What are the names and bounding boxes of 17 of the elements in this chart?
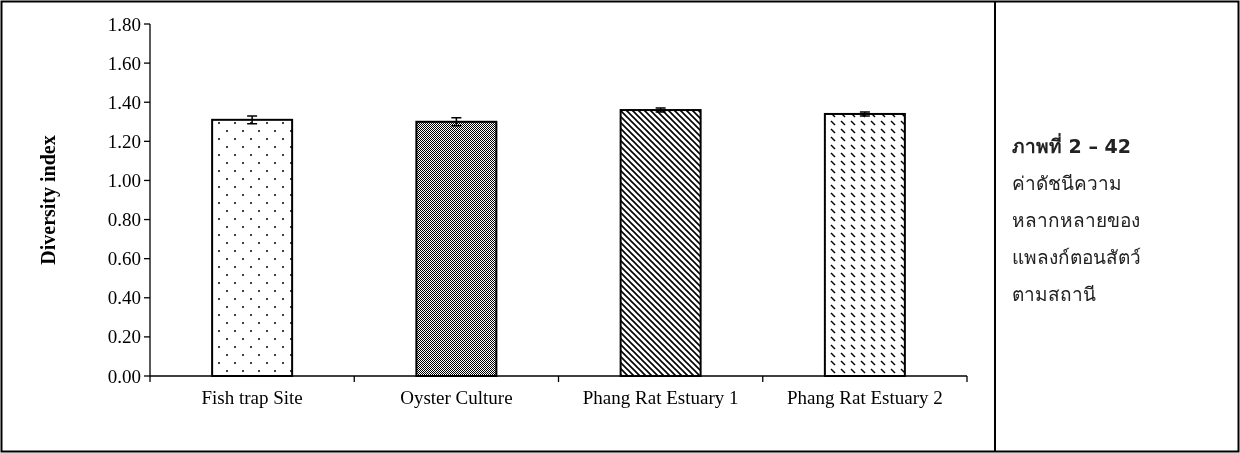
y-tick-label: 1.80: [107, 13, 141, 35]
y-tick-label: 1.40: [107, 91, 141, 113]
x-tick-label: Phang Rat Estuary 1: [582, 387, 739, 408]
text: ภาพที่ 2 – 42: [1012, 132, 1132, 159]
text: ค่าดัชนีความหลากหลายของแพลงก์ตอนสัตว์ตามสถานี: [1012, 171, 1142, 307]
y-tick-label: 0.40: [107, 287, 141, 309]
y-tick-label: 1.00: [107, 169, 141, 191]
x-tick-label: Oyster Culture: [400, 387, 513, 408]
y-tick-label: 0.20: [107, 326, 141, 348]
y-tick-label: 1.20: [107, 130, 141, 152]
x-tick-label: Phang Rat Estuary 2: [787, 387, 943, 408]
x-tick-label: Fish trap Site: [201, 387, 303, 408]
y-tick-label: 0.60: [107, 248, 141, 270]
y-tick-label: 0.80: [107, 209, 141, 231]
y-axis-title: Diversity index: [37, 135, 60, 265]
y-tick-label: 0.00: [107, 365, 141, 387]
y-tick-label: 1.60: [107, 52, 141, 74]
